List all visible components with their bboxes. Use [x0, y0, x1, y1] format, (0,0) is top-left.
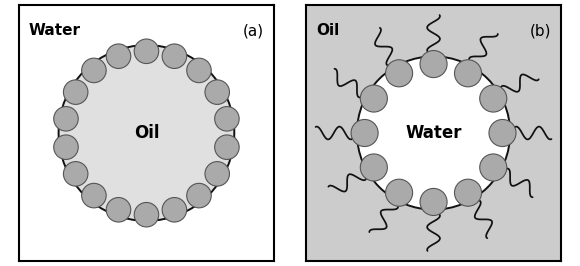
Circle shape: [205, 80, 230, 104]
Circle shape: [106, 44, 130, 68]
Text: (a): (a): [243, 23, 264, 38]
Circle shape: [215, 107, 239, 131]
Circle shape: [205, 162, 230, 186]
Circle shape: [455, 60, 481, 87]
Circle shape: [480, 85, 507, 112]
Circle shape: [455, 179, 481, 206]
Circle shape: [162, 44, 187, 68]
Circle shape: [351, 119, 378, 147]
Circle shape: [134, 39, 159, 64]
Circle shape: [420, 51, 447, 78]
Circle shape: [187, 58, 211, 83]
Circle shape: [63, 80, 88, 104]
Circle shape: [360, 85, 387, 112]
Circle shape: [63, 162, 88, 186]
Circle shape: [134, 202, 159, 227]
Circle shape: [82, 183, 106, 208]
Circle shape: [187, 183, 211, 208]
Text: (b): (b): [530, 23, 551, 38]
Circle shape: [360, 154, 387, 181]
Text: Water: Water: [405, 124, 462, 142]
Circle shape: [82, 58, 106, 83]
Circle shape: [106, 198, 130, 222]
Circle shape: [357, 56, 510, 210]
Text: Water: Water: [29, 23, 81, 38]
Circle shape: [489, 119, 516, 147]
Circle shape: [54, 107, 78, 131]
Circle shape: [386, 60, 412, 87]
Circle shape: [59, 45, 234, 221]
Circle shape: [386, 179, 412, 206]
Circle shape: [75, 61, 218, 205]
Circle shape: [420, 188, 447, 215]
Text: Oil: Oil: [316, 23, 339, 38]
Text: Oil: Oil: [134, 124, 159, 142]
Circle shape: [54, 135, 78, 159]
Circle shape: [480, 154, 507, 181]
Circle shape: [162, 198, 187, 222]
Circle shape: [215, 135, 239, 159]
